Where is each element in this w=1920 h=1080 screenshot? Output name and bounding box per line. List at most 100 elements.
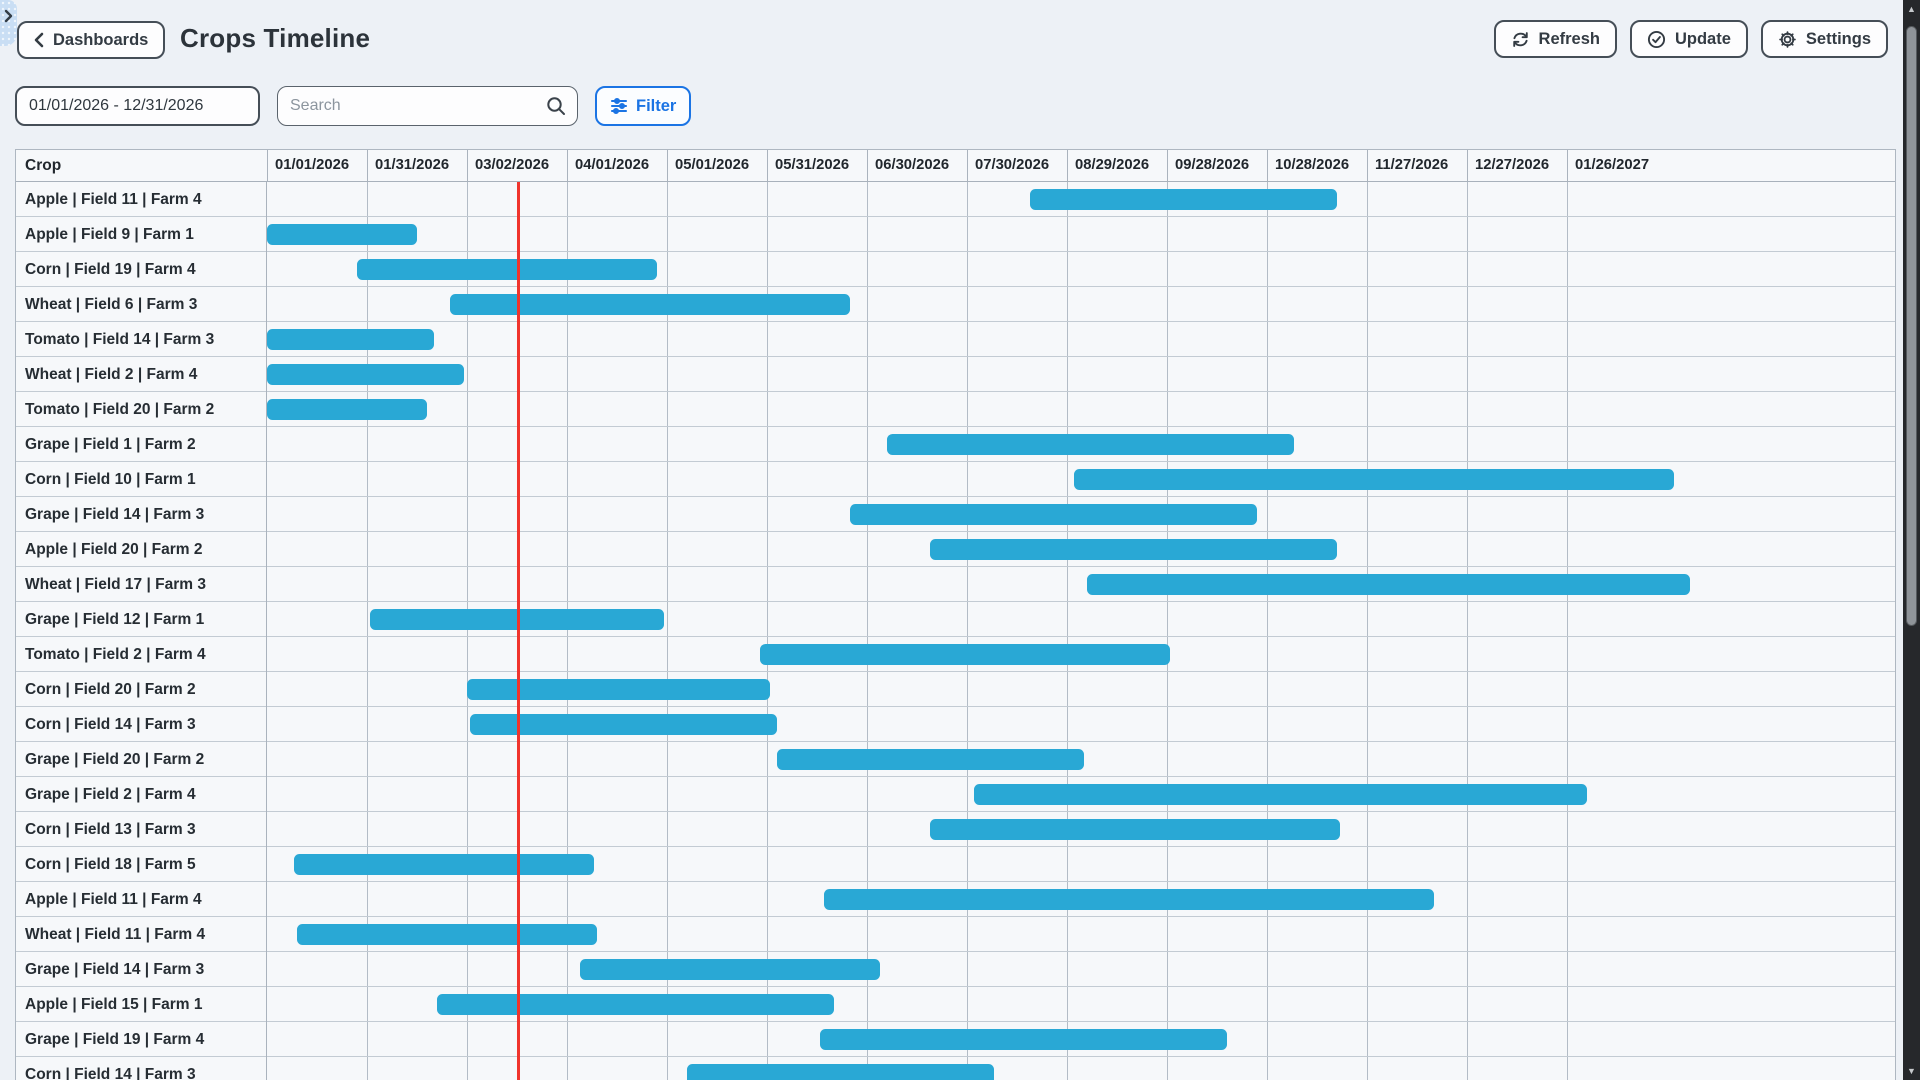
gantt-row <box>16 427 1895 462</box>
search-box <box>277 86 578 126</box>
gantt-bar[interactable] <box>930 819 1341 840</box>
gantt-header-row: Crop 01/01/2026 01/31/2026 03/02/2026 04/01… <box>16 150 1895 182</box>
gantt-bar[interactable] <box>687 1064 994 1080</box>
gantt-bar[interactable] <box>580 959 881 980</box>
gantt-bar[interactable] <box>823 889 1434 910</box>
scrollbar-down-arrow[interactable]: ▼ <box>1907 1066 1916 1076</box>
gantt-row <box>16 497 1895 532</box>
grid-column-line <box>967 182 968 1080</box>
gantt-bar[interactable] <box>293 854 594 875</box>
gantt-bar[interactable] <box>267 224 417 245</box>
gantt-bar[interactable] <box>437 994 834 1015</box>
gantt-bar[interactable] <box>930 539 1337 560</box>
refresh-label: Refresh <box>1538 29 1600 48</box>
timeline-tick-label: 12/27/2026 <box>1467 150 1567 182</box>
gantt-row <box>16 602 1895 637</box>
settings-button[interactable]: Settings <box>1760 20 1888 58</box>
refresh-button[interactable]: Refresh <box>1493 20 1617 58</box>
gantt-row <box>16 357 1895 392</box>
update-button[interactable]: Update <box>1629 20 1748 58</box>
today-marker-line <box>517 182 520 1080</box>
row-label: Corn | Field 14 | Farm 3 <box>16 707 267 742</box>
grid-column-line <box>467 182 468 1080</box>
gantt-bar[interactable] <box>1073 469 1674 490</box>
dashboards-back-label: Dashboards <box>53 30 149 49</box>
search-input[interactable] <box>277 86 578 126</box>
filter-button[interactable]: Filter <box>595 86 692 126</box>
row-label: Grape | Field 14 | Farm 3 <box>16 952 267 987</box>
gantt-bar[interactable] <box>297 924 597 945</box>
timeline-tick-label: 04/01/2026 <box>567 150 667 182</box>
gantt-row <box>16 847 1895 882</box>
timeline-tick-label: 03/02/2026 <box>467 150 567 182</box>
refresh-icon <box>1511 30 1530 49</box>
grid-column-line <box>367 182 368 1080</box>
grid-column-line <box>667 182 668 1080</box>
check-circle-icon <box>1647 30 1666 49</box>
timeline-tick-label: 09/28/2026 <box>1167 150 1267 182</box>
gantt-row <box>16 1022 1895 1057</box>
row-label: Grape | Field 1 | Farm 2 <box>16 427 267 462</box>
gantt-row <box>16 987 1895 1022</box>
gantt-row <box>16 952 1895 987</box>
sidebar-expand-tab[interactable] <box>0 0 17 46</box>
page-title: Crops Timeline <box>180 23 371 53</box>
grid-column-line <box>767 182 768 1080</box>
update-label: Update <box>1674 29 1731 48</box>
gantt-bar[interactable] <box>820 1029 1227 1050</box>
row-label: Grape | Field 12 | Farm 1 <box>16 602 267 637</box>
timeline-tick-label: 01/31/2026 <box>367 150 467 182</box>
gear-icon <box>1778 30 1797 49</box>
gantt-bar[interactable] <box>267 399 427 420</box>
row-label: Corn | Field 18 | Farm 5 <box>16 847 267 882</box>
row-label: Grape | Field 20 | Farm 2 <box>16 742 267 777</box>
gantt-bar[interactable] <box>1030 189 1337 210</box>
timeline-tick-label: 07/30/2026 <box>967 150 1067 182</box>
gantt-bar[interactable] <box>450 294 851 315</box>
timeline-tick-label: 05/01/2026 <box>667 150 767 182</box>
gantt-bar[interactable] <box>973 784 1587 805</box>
gantt-bar[interactable] <box>267 329 434 350</box>
gantt-row <box>16 882 1895 917</box>
dashboards-back-button[interactable]: Dashboards <box>17 21 166 59</box>
gantt-bar[interactable] <box>1087 574 1691 595</box>
gantt-bar[interactable] <box>850 504 1257 525</box>
gantt-row <box>16 637 1895 672</box>
gantt-bar[interactable] <box>357 259 657 280</box>
gantt-bar[interactable] <box>887 434 1294 455</box>
timeline-tick-label: 01/01/2026 <box>267 150 367 182</box>
date-range-input[interactable] <box>15 86 260 126</box>
gantt-row <box>16 217 1895 252</box>
grid-column-line <box>1567 182 1568 1080</box>
grid-column-line <box>1367 182 1368 1080</box>
gantt-bar[interactable] <box>777 749 1084 770</box>
row-label: Apple | Field 20 | Farm 2 <box>16 532 267 567</box>
timeline-tick-label: 06/30/2026 <box>867 150 967 182</box>
row-label: Corn | Field 14 | Farm 3 <box>16 1057 267 1080</box>
filter-bar: Filter <box>15 86 692 126</box>
gantt-row <box>16 392 1895 427</box>
chevron-left-icon <box>34 32 44 48</box>
timeline-tick-label: 10/28/2026 <box>1267 150 1367 182</box>
gantt-bar[interactable] <box>370 609 664 630</box>
vertical-scrollbar[interactable]: ▲ ▼ <box>1903 0 1920 1080</box>
row-label: Grape | Field 14 | Farm 3 <box>16 497 267 532</box>
gantt-row <box>16 462 1895 497</box>
row-label: Apple | Field 11 | Farm 4 <box>16 882 267 917</box>
row-label: Wheat | Field 17 | Farm 3 <box>16 567 267 602</box>
scrollbar-thumb[interactable] <box>1905 26 1917 626</box>
gantt-bar[interactable] <box>467 679 771 700</box>
grid-column-line <box>1067 182 1068 1080</box>
row-label: Grape | Field 19 | Farm 4 <box>16 1022 267 1057</box>
gantt-bar[interactable] <box>760 644 1171 665</box>
row-label: Wheat | Field 11 | Farm 4 <box>16 917 267 952</box>
header-actions: Refresh Update Settings <box>1493 20 1888 58</box>
gantt-row <box>16 532 1895 567</box>
gantt-row <box>16 812 1895 847</box>
timeline-tick-label: 01/26/2027 <box>1567 150 1895 182</box>
gantt-bar[interactable] <box>267 364 464 385</box>
row-label: Tomato | Field 14 | Farm 3 <box>16 322 267 357</box>
gantt-bar[interactable] <box>470 714 777 735</box>
timeline-tick-label: 05/31/2026 <box>767 150 867 182</box>
scrollbar-up-arrow[interactable]: ▲ <box>1907 4 1916 14</box>
